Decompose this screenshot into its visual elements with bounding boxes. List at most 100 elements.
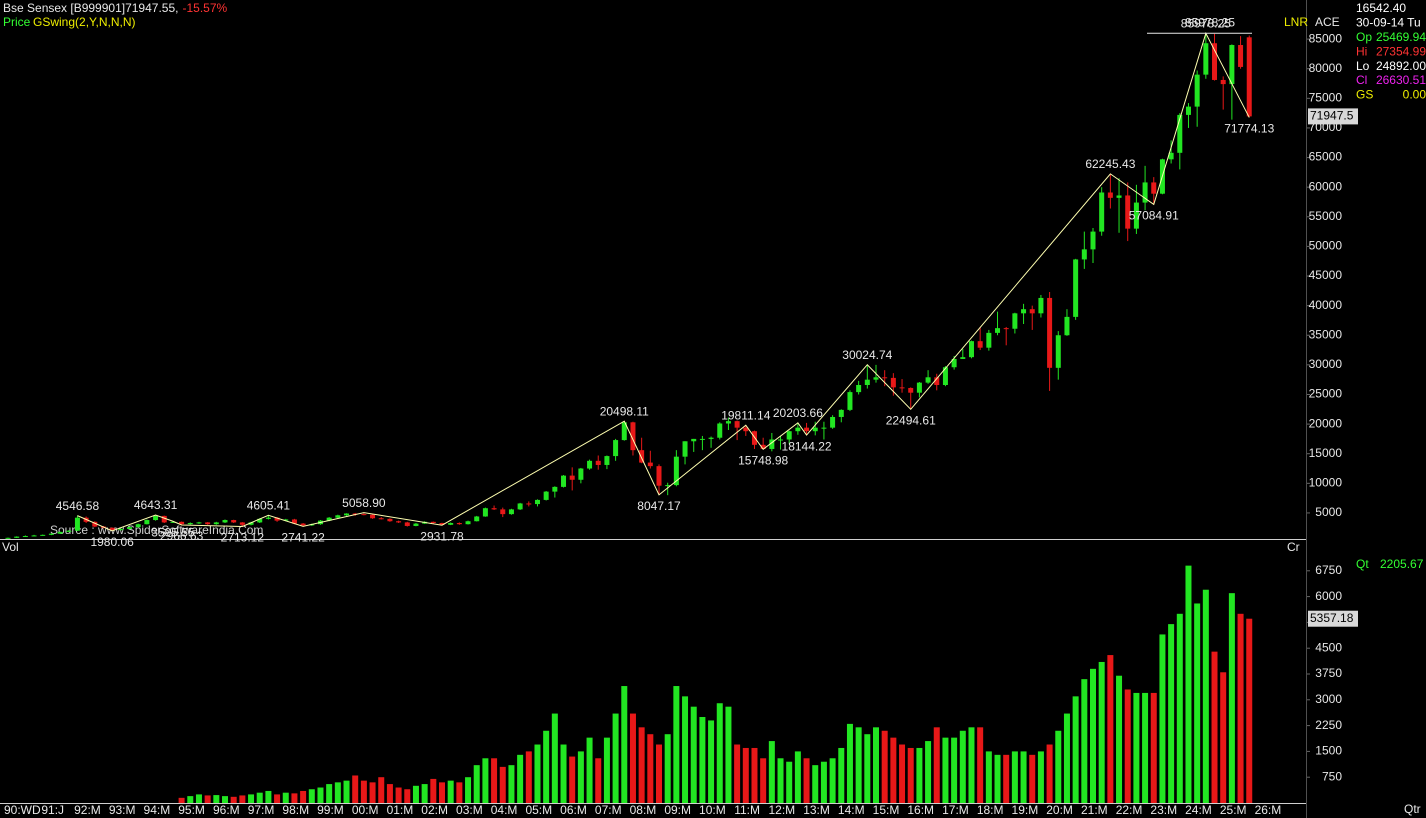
volume-bar — [725, 706, 732, 803]
volume-bar — [482, 758, 489, 803]
x-tick-label: 18:M — [977, 803, 1004, 817]
candle-body — [821, 427, 827, 429]
volume-marker-box — [1308, 610, 1358, 627]
volume-bar — [395, 787, 402, 803]
volume-bar — [1133, 692, 1140, 803]
volume-bar — [708, 720, 715, 803]
candle-body — [934, 377, 940, 385]
candle-body — [734, 421, 740, 428]
swing-label: 4605.41 — [247, 498, 291, 512]
peak-label: 85978.25 — [1185, 15, 1235, 29]
candle-body — [465, 521, 471, 525]
x-tick-label: 97:M — [248, 803, 275, 817]
info-value: 0.00 — [1403, 88, 1426, 102]
candle-body — [74, 517, 80, 531]
volume-bar — [647, 734, 654, 803]
x-tick-label: 00:M — [352, 803, 379, 817]
volume-bar — [586, 737, 593, 803]
x-tick-label: 21:M — [1081, 803, 1108, 817]
volume-bar — [768, 741, 775, 803]
candle-body — [691, 438, 697, 442]
candle-body — [986, 332, 992, 348]
volume-bar — [256, 792, 263, 803]
volume-bar — [977, 727, 984, 803]
volume-bar — [751, 747, 758, 803]
volume-bar — [300, 790, 307, 803]
volume-bar — [916, 747, 923, 803]
candle-body — [135, 524, 141, 528]
volume-bar — [1246, 618, 1253, 803]
swing-label: 85978.25 — [1181, 16, 1231, 30]
volume-bar — [1211, 651, 1218, 803]
volume-bar — [603, 737, 610, 803]
candle-body — [361, 514, 367, 516]
volume-unit: Cr — [1287, 540, 1300, 554]
volume-bar — [404, 789, 411, 803]
candle-body — [795, 427, 801, 432]
x-tick-label: 07:M — [595, 803, 622, 817]
swing-label: 8047.17 — [637, 499, 681, 513]
candle-body — [534, 499, 540, 505]
volume-bar — [291, 793, 298, 803]
candle-body — [118, 528, 124, 531]
volume-bar — [439, 782, 445, 803]
volume-bar — [794, 751, 801, 803]
volume-bar — [1185, 565, 1192, 803]
candle-body — [491, 508, 497, 510]
candle-body — [552, 486, 558, 492]
volume-bar — [612, 713, 619, 803]
x-tick-label: 06:M — [560, 803, 587, 817]
volume-bar — [1194, 603, 1201, 803]
candle-body — [587, 460, 593, 469]
candle-body — [1073, 259, 1079, 317]
x-tick-label: 15:M — [873, 803, 900, 817]
volume-bar — [421, 784, 428, 803]
lnr-label: LNR — [1284, 15, 1308, 29]
candle-body — [812, 427, 818, 432]
swing-label: 1980.06 — [90, 535, 134, 549]
candle-body — [873, 377, 879, 380]
x-tick-label: 25:M — [1220, 803, 1247, 817]
volume-bar — [951, 737, 958, 803]
volume-bar — [1063, 713, 1070, 803]
candle-body — [1133, 202, 1139, 229]
volume-bar — [1237, 613, 1244, 803]
candle-body — [1047, 297, 1053, 368]
y-tick-label: 25000 — [1309, 387, 1343, 401]
candle-body — [300, 523, 306, 526]
candle-body — [1168, 152, 1174, 160]
volume-bar — [690, 706, 697, 803]
volume-bar — [629, 713, 636, 803]
volume-tick-label: 3750 — [1315, 666, 1342, 680]
swing-label: 3595.55 — [151, 525, 195, 539]
swing-label: 2931.78 — [420, 529, 464, 543]
candle-body — [916, 382, 922, 393]
candle-body — [1238, 45, 1244, 67]
candle-body — [968, 341, 974, 358]
volume-bar — [551, 713, 558, 803]
candle-body — [222, 520, 228, 523]
volume-bar — [447, 780, 454, 803]
volume-bar — [326, 784, 333, 803]
x-tick-label: 16:M — [907, 803, 934, 817]
candle-body — [448, 523, 454, 525]
volume-bar — [682, 696, 689, 803]
volume-bar — [846, 723, 853, 803]
swing-label: 71774.13 — [1224, 122, 1274, 136]
y-tick-label: 80000 — [1309, 61, 1343, 75]
swing-label: 4546.58 — [56, 499, 100, 513]
candle-body — [656, 466, 662, 486]
y-tick-label: 10000 — [1309, 475, 1343, 489]
x-tick-label: 05:M — [525, 803, 552, 817]
candle-body — [179, 521, 185, 525]
qt-value: 2205.67 — [1380, 557, 1424, 571]
volume-marker-label: 5357.18 — [1310, 611, 1354, 625]
candle-body — [144, 520, 150, 525]
volume-bar — [204, 795, 211, 803]
volume-bar — [1020, 751, 1027, 803]
volume-bar — [360, 780, 367, 803]
swing-label: 15748.98 — [738, 453, 788, 467]
volume-bar — [1011, 751, 1018, 803]
candle-body — [977, 341, 983, 348]
